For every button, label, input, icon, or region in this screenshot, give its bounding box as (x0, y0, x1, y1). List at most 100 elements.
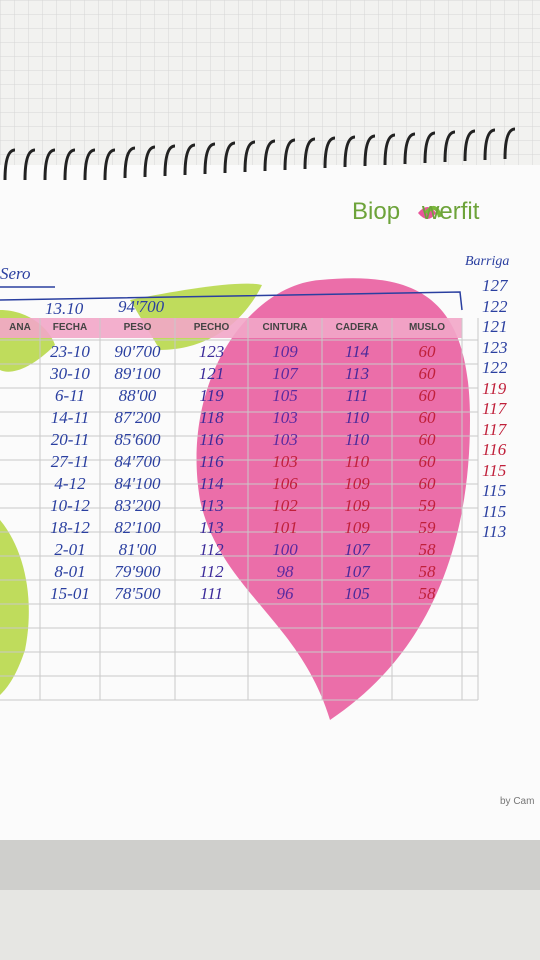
cell: 109 (344, 518, 370, 537)
cell: 103 (272, 452, 298, 471)
barriga-value: 119 (482, 378, 507, 398)
cell: 102 (272, 496, 298, 515)
cell: 107 (344, 562, 370, 581)
column-header: ANA (9, 322, 31, 333)
cell: 60 (418, 474, 436, 493)
cell: 111 (200, 584, 223, 603)
column-header: MUSLO (408, 322, 446, 333)
cell: 96 (276, 584, 294, 603)
cell: 100 (272, 540, 298, 559)
cell: 109 (344, 474, 370, 493)
cell: 60 (418, 364, 436, 383)
cell: 89'100 (114, 364, 161, 383)
cell: 112 (199, 562, 224, 581)
cell: 84'100 (114, 474, 161, 493)
column-header: PECHO (193, 322, 230, 333)
cell: 60 (418, 408, 436, 427)
cell: 8-01 (54, 562, 86, 581)
cell: 6-11 (55, 386, 85, 405)
barriga-value: 123 (482, 337, 508, 357)
cell: 103 (272, 408, 298, 427)
footer: by Cam (500, 796, 535, 807)
brand: Biop werfit (352, 198, 479, 226)
barriga-value: 115 (482, 481, 507, 500)
column-header: FECHA (52, 322, 88, 333)
barriga-value: 122 (482, 358, 508, 377)
cell: 88'00 (118, 386, 157, 405)
cell: 101 (272, 518, 298, 537)
cell: 112 (199, 540, 224, 559)
column-header: CADERA (335, 322, 379, 333)
barriga-value: 115 (482, 501, 507, 521)
note: Barriga (465, 254, 510, 269)
cell: 107 (344, 540, 370, 559)
cell: 60 (418, 386, 436, 405)
cell: 10-12 (50, 496, 90, 515)
cell: 87'200 (114, 408, 161, 427)
cell: 81'00 (118, 540, 157, 559)
cell: 58 (418, 584, 436, 603)
cell: 60 (418, 342, 436, 361)
cell: 107 (272, 364, 298, 383)
barriga-value: 116 (482, 440, 507, 459)
cell: 4-12 (54, 474, 86, 493)
barriga-value: 127 (482, 276, 508, 295)
cell: 59 (418, 518, 436, 537)
cell: 116 (199, 452, 224, 471)
note: 94'700 (118, 297, 165, 316)
note: 13.10 (45, 299, 84, 318)
cell: 114 (199, 474, 224, 493)
cell: 105 (272, 386, 298, 405)
cell: 105 (344, 584, 370, 603)
note: Sero (0, 264, 31, 283)
barriga-value: 117 (482, 399, 507, 418)
cell: 23-10 (50, 342, 90, 361)
cell: 106 (272, 474, 298, 493)
cell: 15-01 (50, 584, 90, 603)
cell: 30-10 (50, 364, 90, 383)
cell: 118 (199, 408, 224, 427)
brand-right: werfit (422, 198, 480, 225)
cell: 20-11 (50, 430, 90, 449)
cell: 110 (344, 452, 370, 471)
cell: 114 (344, 342, 370, 361)
cell: 90'700 (114, 342, 161, 361)
cell: 58 (418, 540, 436, 559)
cell: 78'500 (114, 584, 161, 603)
cell: 109 (344, 496, 370, 515)
cell: 84'700 (114, 452, 161, 471)
cell: 113 (344, 364, 370, 383)
cell: 79'900 (114, 562, 161, 581)
cell: 85'600 (114, 430, 161, 449)
cell: 60 (418, 430, 436, 449)
cell: 82'100 (114, 518, 161, 537)
cell: 123 (198, 342, 225, 361)
cell: 110 (344, 430, 370, 449)
barriga-value: 115 (482, 460, 507, 480)
cell: 110 (344, 408, 370, 427)
cell: 60 (418, 452, 436, 471)
cell: 59 (418, 496, 436, 515)
cell: 109 (272, 342, 298, 361)
cell: 98 (276, 562, 294, 581)
column-header: PESO (123, 322, 152, 333)
brand-left: Biop (352, 198, 401, 225)
cell: 58 (418, 562, 436, 581)
barriga-value: 113 (482, 522, 507, 541)
cell: 2-01 (54, 540, 86, 559)
barriga-value: 122 (482, 296, 508, 316)
cell: 103 (272, 430, 298, 449)
cell: 119 (199, 386, 224, 405)
cell: 14-11 (50, 408, 90, 427)
cell: 111 (345, 386, 369, 405)
column-header: CINTURA (262, 322, 308, 333)
cell: 113 (199, 518, 224, 537)
cell: 113 (199, 496, 224, 515)
cell: 83'200 (114, 496, 161, 515)
barriga-value: 117 (482, 419, 507, 439)
barriga-value: 121 (482, 317, 508, 336)
cell: 27-11 (50, 452, 90, 471)
cell: 18-12 (50, 518, 90, 537)
